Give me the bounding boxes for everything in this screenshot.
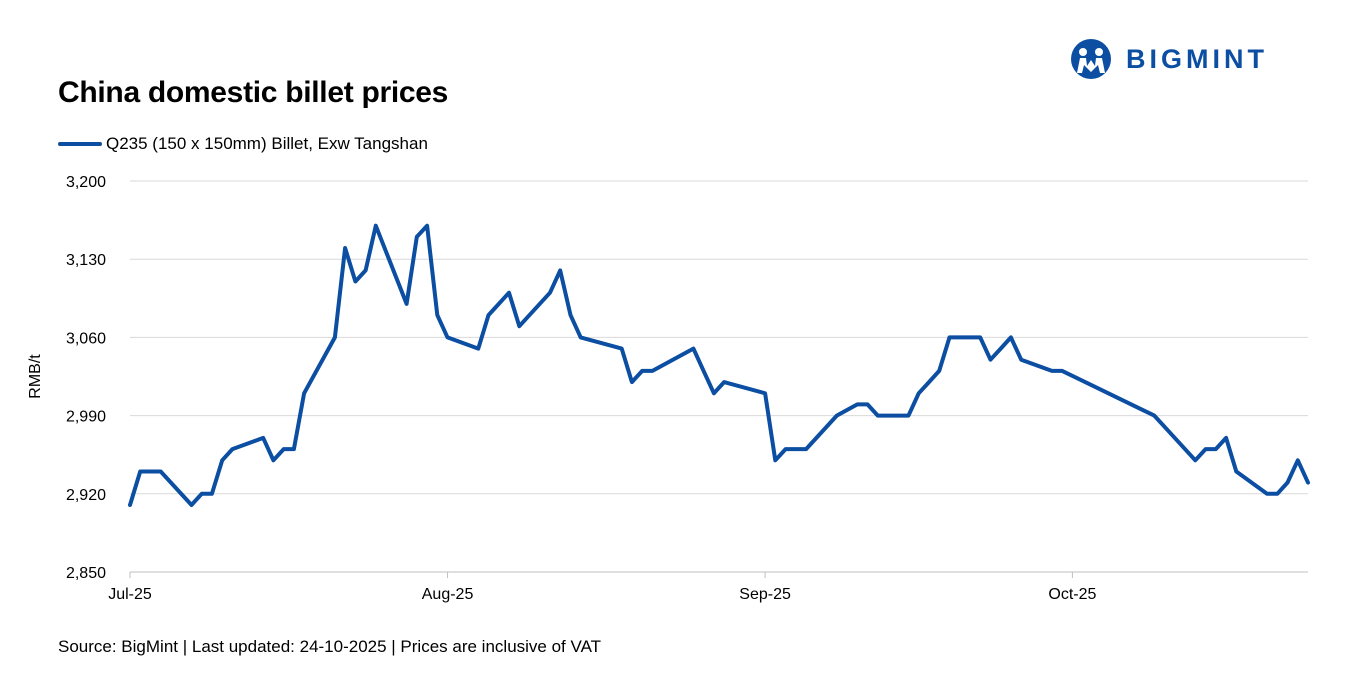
y-tick-label: 3,130 — [66, 252, 106, 269]
y-tick-label: 3,060 — [66, 330, 106, 347]
y-tick-label: 3,200 — [66, 174, 106, 191]
source-footer: Source: BigMint | Last updated: 24-10-20… — [58, 637, 602, 656]
y-tick-label: 2,850 — [66, 565, 106, 582]
x-tick-label: Aug-25 — [422, 586, 474, 603]
legend: Q235 (150 x 150mm) Billet, Exw Tangshan — [58, 134, 428, 154]
y-tick-label: 2,920 — [66, 487, 106, 504]
x-tick-label: Jul-25 — [108, 586, 152, 603]
legend-swatch — [58, 142, 102, 146]
y-tick-label: 2,990 — [66, 409, 106, 426]
series-line-q235-billet — [128, 223, 1310, 507]
x-tick-label: Sep-25 — [739, 586, 791, 603]
legend-label: Q235 (150 x 150mm) Billet, Exw Tangshan — [106, 134, 428, 153]
y-axis-label: RMB/t — [27, 354, 44, 399]
logo-text: BIGMINT — [1126, 43, 1268, 74]
x-tick-label: Oct-25 — [1048, 586, 1096, 603]
chart-title: China domestic billet prices — [58, 76, 449, 109]
bigmint-logo: BIGMINT — [1068, 38, 1268, 80]
bigmint-people-icon — [1071, 39, 1111, 79]
